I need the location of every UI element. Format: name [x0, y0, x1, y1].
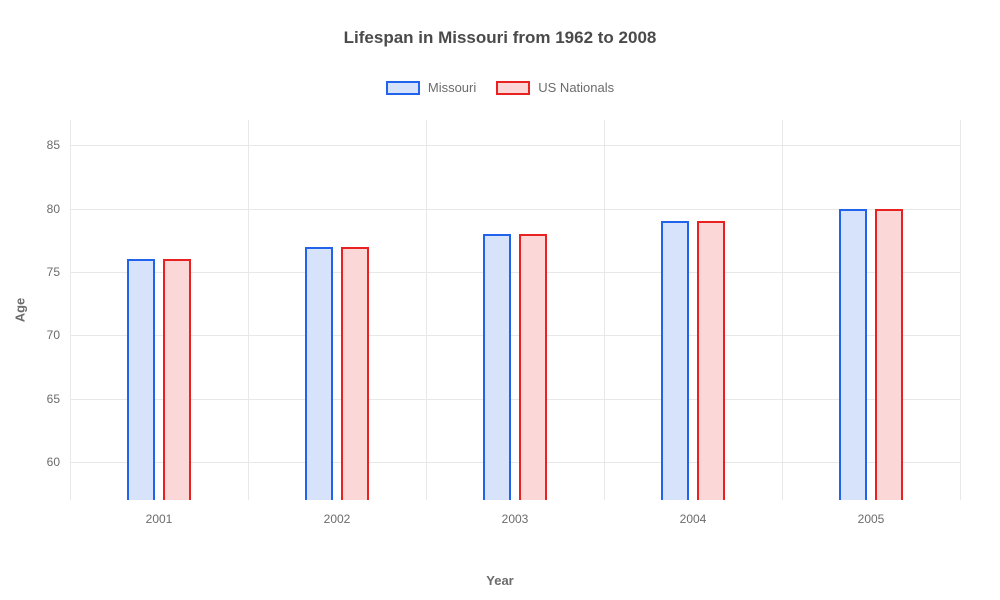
x-tick-label: 2002	[324, 512, 351, 526]
bar-us-nationals	[519, 234, 547, 500]
gridline-v	[248, 120, 249, 500]
x-tick-label: 2005	[858, 512, 885, 526]
y-tick-label: 85	[47, 138, 60, 152]
y-tick-label: 60	[47, 455, 60, 469]
gridline-v	[604, 120, 605, 500]
y-tick-label: 75	[47, 265, 60, 279]
bar-missouri	[483, 234, 511, 500]
legend-item-us-nationals: US Nationals	[496, 80, 614, 95]
legend-item-missouri: Missouri	[386, 80, 476, 95]
bar-us-nationals	[697, 221, 725, 500]
gridline-v	[960, 120, 961, 500]
gridline-v	[782, 120, 783, 500]
legend-label-missouri: Missouri	[428, 80, 476, 95]
x-tick-label: 2004	[680, 512, 707, 526]
bar-us-nationals	[341, 247, 369, 500]
gridline-h	[70, 335, 960, 336]
chart-container: Lifespan in Missouri from 1962 to 2008 M…	[0, 0, 1000, 600]
y-tick-label: 65	[47, 392, 60, 406]
bar-us-nationals	[163, 259, 191, 500]
y-tick-label: 70	[47, 328, 60, 342]
gridline-h	[70, 209, 960, 210]
gridline-h	[70, 272, 960, 273]
bar-us-nationals	[875, 209, 903, 500]
gridline-v	[70, 120, 71, 500]
chart-title: Lifespan in Missouri from 1962 to 2008	[0, 28, 1000, 48]
bar-missouri	[839, 209, 867, 500]
legend-swatch-us-nationals	[496, 81, 530, 95]
legend-label-us-nationals: US Nationals	[538, 80, 614, 95]
gridline-h	[70, 462, 960, 463]
gridline-v	[426, 120, 427, 500]
x-tick-label: 2001	[146, 512, 173, 526]
bar-missouri	[127, 259, 155, 500]
x-tick-label: 2003	[502, 512, 529, 526]
plot-area: 60657075808520012002200320042005	[70, 120, 960, 500]
x-axis-label: Year	[486, 573, 513, 588]
legend-swatch-missouri	[386, 81, 420, 95]
gridline-h	[70, 399, 960, 400]
legend: Missouri US Nationals	[0, 80, 1000, 95]
y-axis-label: Age	[13, 298, 28, 323]
bar-missouri	[661, 221, 689, 500]
gridline-h	[70, 145, 960, 146]
bar-missouri	[305, 247, 333, 500]
y-tick-label: 80	[47, 202, 60, 216]
